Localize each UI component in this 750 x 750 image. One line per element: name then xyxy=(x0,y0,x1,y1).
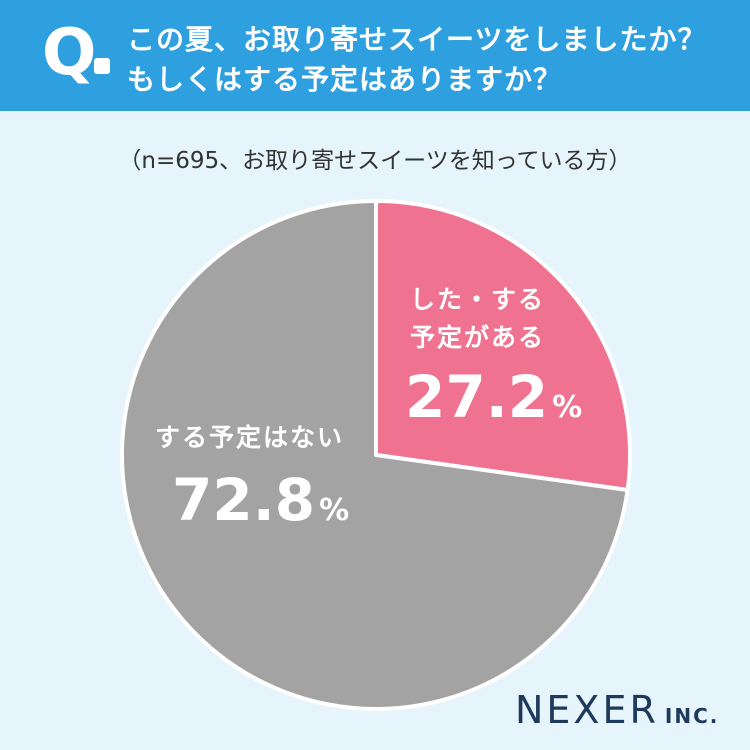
question-line-2: もしくはする予定はありますか？ xyxy=(127,63,563,96)
slice-yes-label-line1: した・する xyxy=(410,285,546,314)
nexer-logo: NEXER INC. xyxy=(515,688,719,732)
pie-slice-no xyxy=(120,199,630,711)
sample-note: （n=695、お取り寄せスイーツを知っている方） xyxy=(118,148,632,174)
question-line-1: この夏、お取り寄せスイーツをしましたか？ xyxy=(127,23,707,56)
q-dot-decoration xyxy=(94,58,110,74)
slice-yes-value-number: 27.2 xyxy=(405,363,549,431)
header-banner: Q この夏、お取り寄せスイーツをしましたか？ もしくはする予定はありますか？ xyxy=(0,0,750,111)
slice-no-label: する予定はない xyxy=(155,423,345,452)
slice-no-value-unit: % xyxy=(319,493,350,528)
logo-suffix: INC. xyxy=(664,704,720,728)
slice-yes-value: 27.2% xyxy=(405,365,582,440)
slice-no-value-number: 72.8 xyxy=(172,466,316,534)
slice-yes-value-unit: % xyxy=(552,390,583,425)
slice-yes-label-line2: 予定がある xyxy=(410,323,546,352)
logo-main: NEXER xyxy=(515,688,659,732)
slice-no-value: 72.8% xyxy=(172,468,349,543)
q-mark: Q xyxy=(42,16,97,90)
pie-slice-yes xyxy=(374,199,632,492)
